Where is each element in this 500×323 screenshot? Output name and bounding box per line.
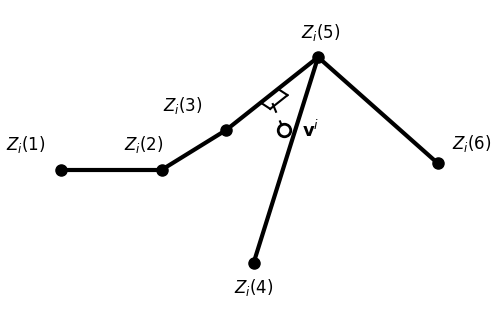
Text: $Z_i(3)$: $Z_i(3)$ [162,95,202,116]
Text: $Z_i(4)$: $Z_i(4)$ [234,277,274,298]
Text: $Z_i(1)$: $Z_i(1)$ [6,134,46,155]
Text: $Z_i(2)$: $Z_i(2)$ [124,134,163,155]
Text: $Z_i(6)$: $Z_i(6)$ [452,133,492,154]
Text: $\mathbf{v}^i$: $\mathbf{v}^i$ [302,120,320,141]
Text: $Z_i(5)$: $Z_i(5)$ [300,22,340,43]
